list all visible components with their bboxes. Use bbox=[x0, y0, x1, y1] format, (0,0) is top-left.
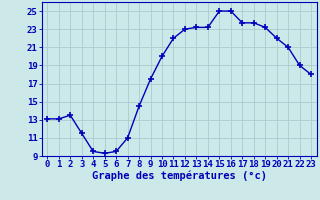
X-axis label: Graphe des températures (°c): Graphe des températures (°c) bbox=[92, 171, 267, 181]
